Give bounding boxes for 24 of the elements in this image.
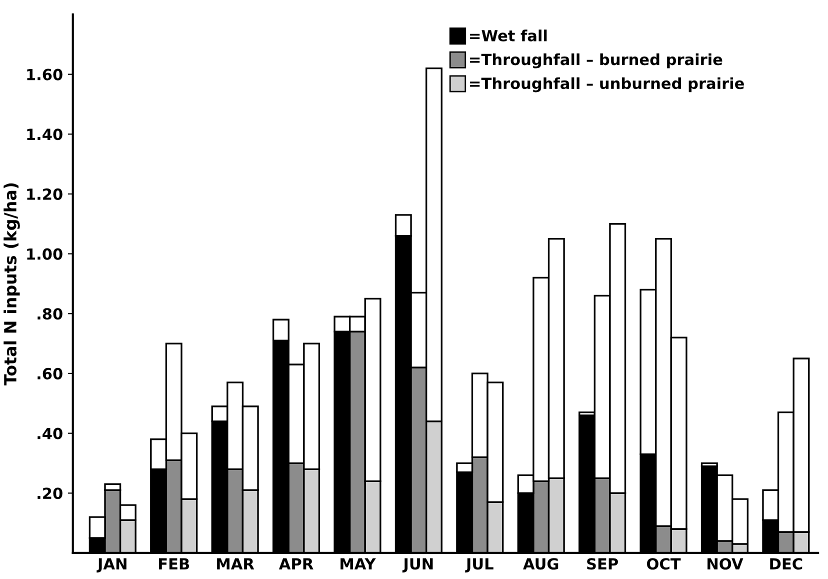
y-axis-title: Total N inputs (kg/ha): [4, 183, 20, 386]
x-tick-label: MAY: [340, 558, 376, 570]
y-tick-label: .20: [38, 488, 62, 500]
x-tick-label: AUG: [523, 558, 558, 570]
x-tick-label: JUN: [402, 558, 433, 572]
legend-label: =Throughfall – burned prairie: [470, 53, 722, 68]
y-tick-label: .60: [38, 368, 62, 380]
x-tick-label: DEC: [770, 558, 802, 570]
legend-label: =Wet fall: [470, 30, 547, 42]
x-tick-label: APR: [278, 558, 314, 570]
y-tick-label: .40: [38, 428, 62, 440]
x-tick-label: OCT: [646, 558, 681, 570]
legend-label: =Throughfall – unburned prairie: [470, 77, 744, 92]
x-tick-label: JUL: [465, 558, 494, 572]
y-tick-label: 1.00: [27, 248, 62, 260]
x-tick-label: MAR: [217, 558, 254, 570]
x-tick-label: SEP: [587, 558, 618, 570]
y-tick-label: .80: [38, 308, 62, 320]
x-tick-label: JAN: [96, 558, 126, 572]
y-tick-label: 1.20: [27, 188, 62, 200]
y-tick-label: 1.40: [27, 128, 62, 140]
x-tick-label: FEB: [159, 558, 190, 570]
x-tick-label: NOV: [708, 558, 744, 570]
y-tick-label: 1.60: [27, 68, 62, 80]
